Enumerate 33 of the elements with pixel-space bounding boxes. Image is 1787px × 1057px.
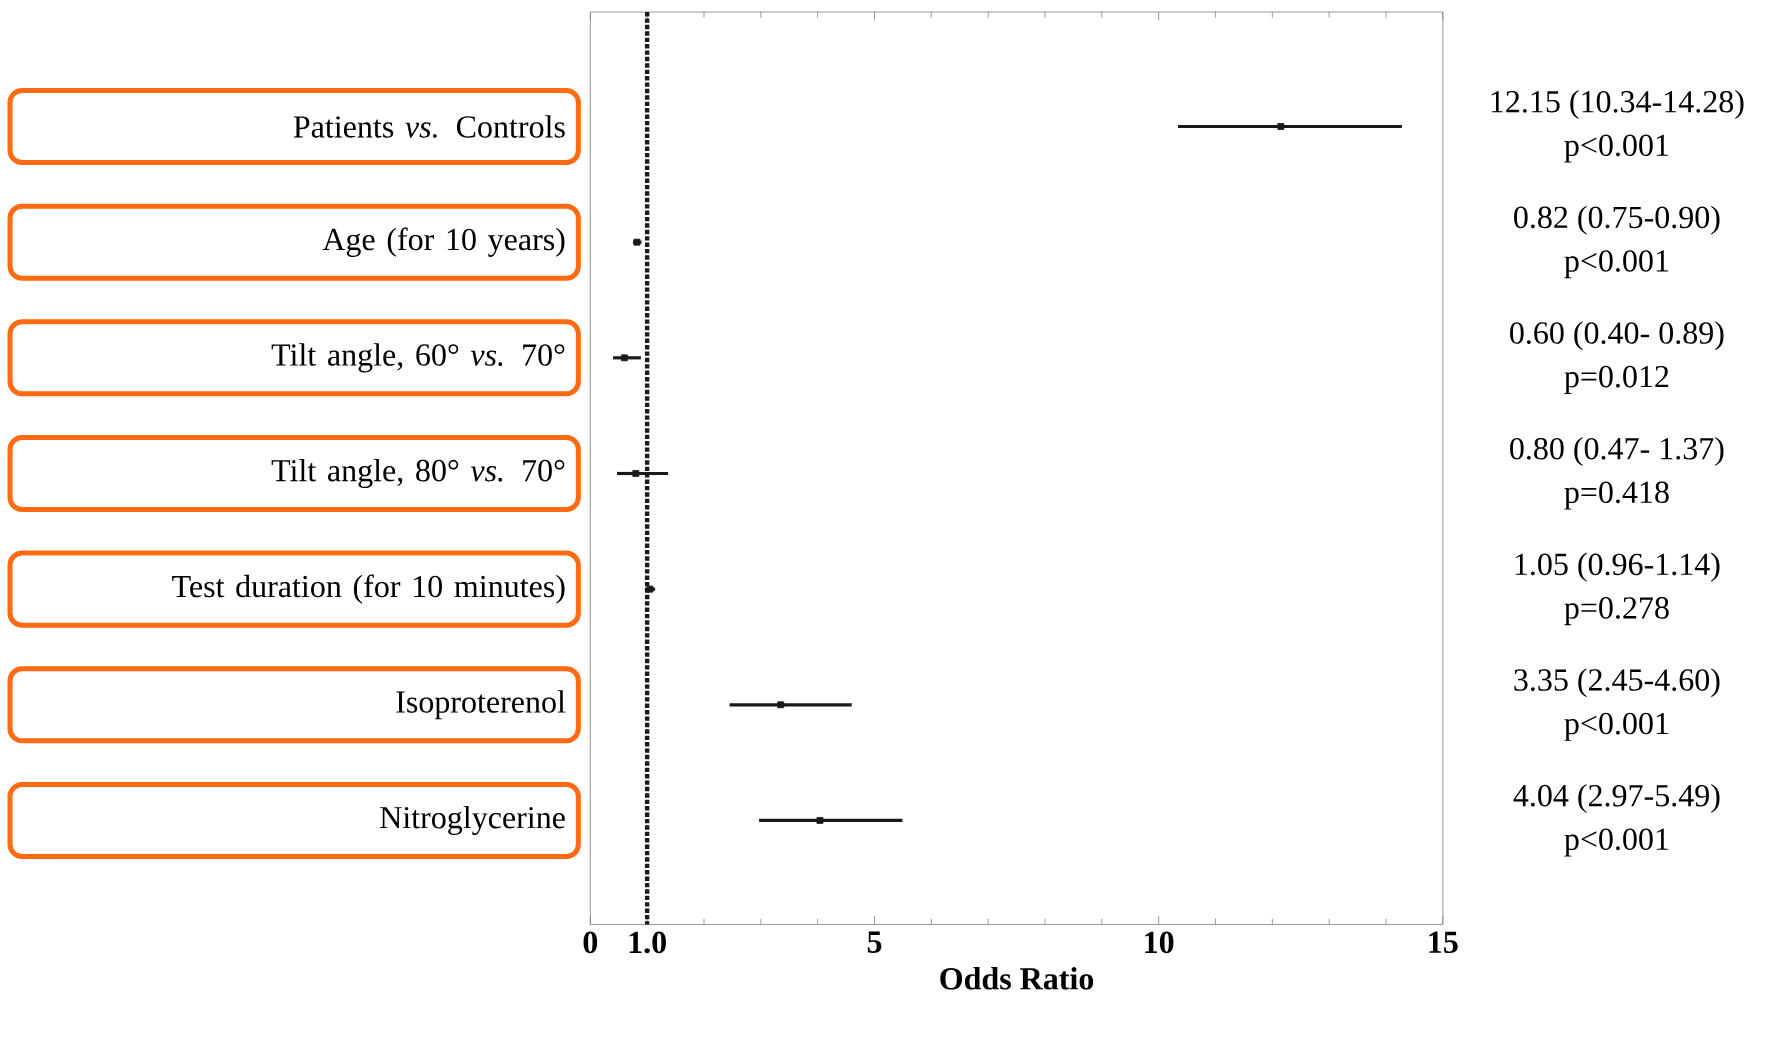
x-tick-label: 0	[583, 931, 598, 954]
text: p=0.278	[1564, 597, 1669, 626]
text: 12.15 (10.34-14.28)	[1491, 90, 1744, 120]
text: 0.60 (0.40- 0.89)	[1510, 321, 1724, 351]
y-tick-label: Nitroglycerine	[380, 806, 565, 836]
x-tick-label: 1.0	[629, 931, 666, 954]
text: p<0.001	[1564, 712, 1669, 742]
y-tick-label: Test duration (for 10 minutes)	[172, 574, 565, 605]
text: p<0.001	[1564, 250, 1669, 279]
point	[621, 354, 628, 362]
point	[816, 817, 824, 825]
text: p<0.001	[1564, 134, 1669, 163]
y-tick-label: Tilt angle, 60° vs. 70°	[271, 343, 565, 373]
point	[646, 585, 654, 593]
text: 0.80 (0.47- 1.37)	[1510, 437, 1724, 467]
text: 0.82 (0.75-0.90)	[1514, 205, 1720, 235]
y-tick-label: Age (for 10 years)	[322, 227, 565, 258]
y-tick-label: Patients vs. Controls	[293, 115, 565, 139]
point	[632, 470, 640, 478]
x-axis-title: Odds Ratio	[940, 967, 1094, 990]
text: p=0.418	[1564, 481, 1669, 510]
text: p=0.012	[1564, 366, 1669, 395]
y-tick-label: Tilt angle, 80° vs. 70°	[271, 459, 565, 489]
x-tick-label: 5	[867, 931, 882, 954]
x-tick-label: 15	[1429, 931, 1458, 954]
point	[1277, 123, 1285, 131]
text: 4.04 (2.97-5.49)	[1513, 784, 1720, 814]
y-tick-label: Isoproterenol	[396, 690, 566, 720]
text: 3.35 (2.45-4.60)	[1514, 668, 1720, 698]
text: 1.05 (0.96-1.14)	[1515, 552, 1720, 582]
text: p<0.001	[1564, 828, 1669, 857]
point	[777, 701, 785, 709]
x-tick-label: 10	[1145, 931, 1174, 954]
